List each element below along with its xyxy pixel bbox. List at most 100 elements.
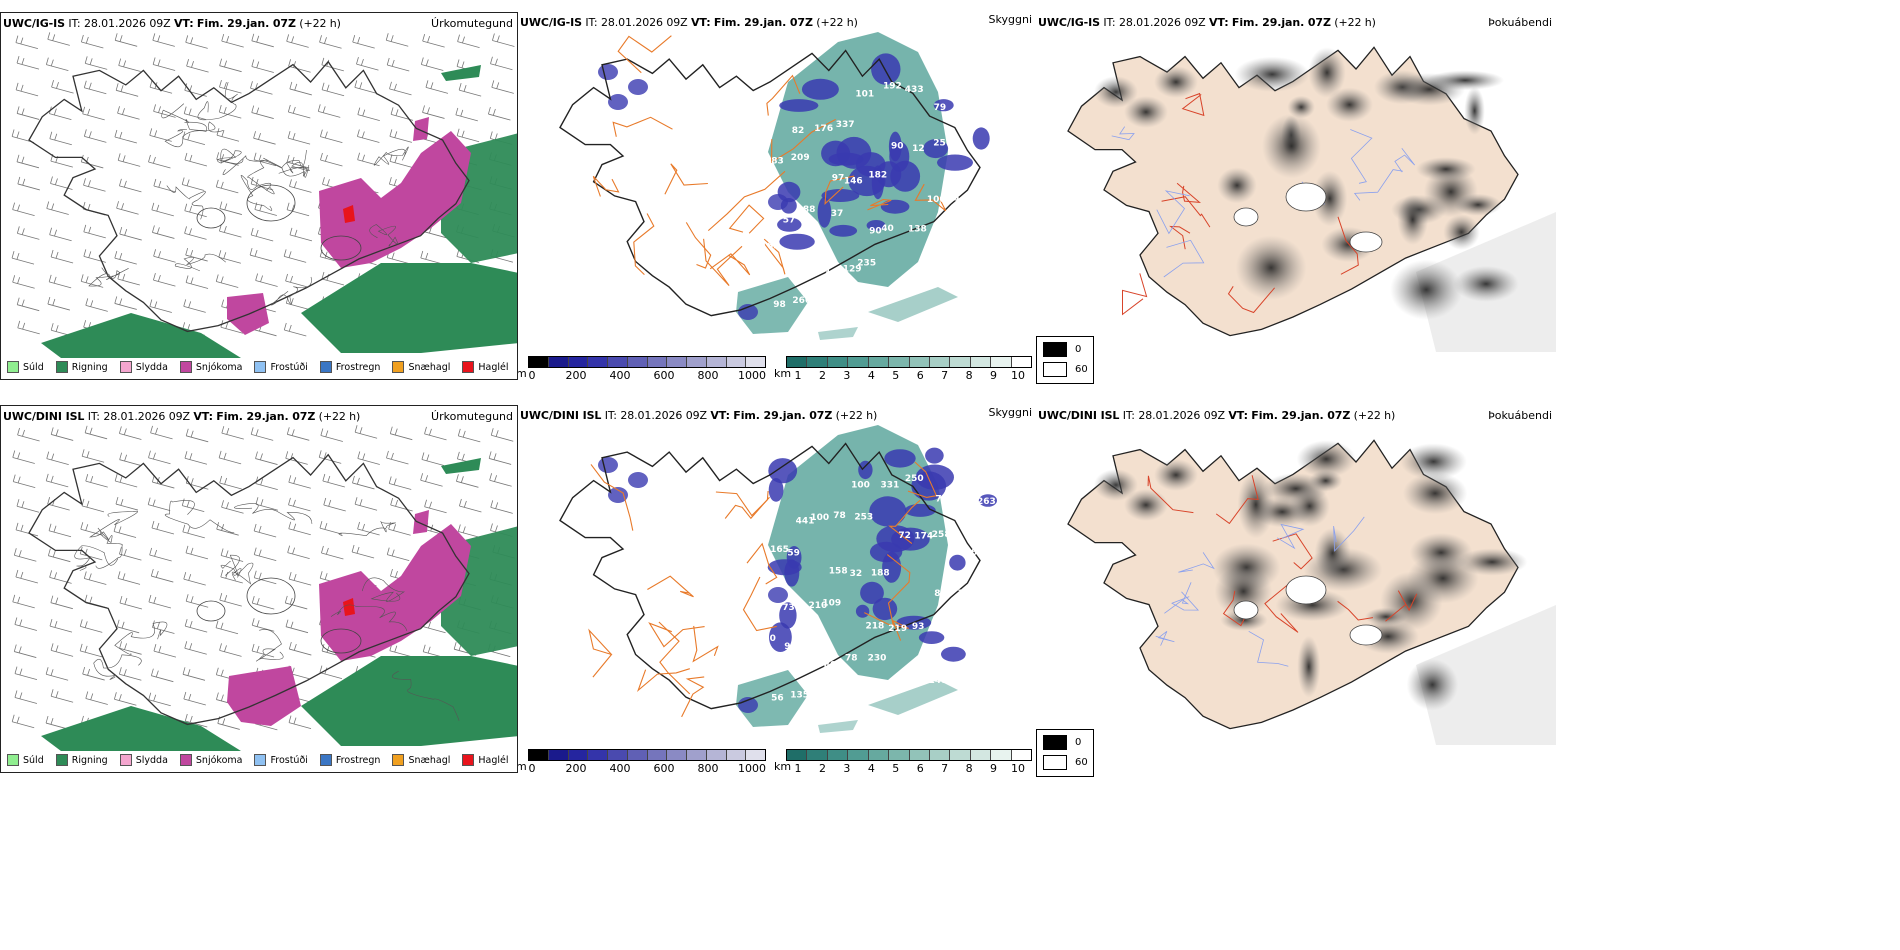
cloud-value-label: 218 xyxy=(866,622,885,632)
precip-legend-item: Snæhagl xyxy=(392,361,450,373)
cloud-value-label: 310 xyxy=(980,102,999,112)
visibility-bar-tick: 8 xyxy=(965,762,973,773)
cloud-base-colorbar: m 0 200 400 600 800 1000 xyxy=(518,356,766,380)
precip-legend-swatch xyxy=(392,754,405,766)
visibility-bar-swatch xyxy=(889,357,910,367)
precip-legend-item: Slydda xyxy=(119,754,168,766)
precip-legend-label: Slydda xyxy=(135,361,168,373)
cloud-base-bar-swatch xyxy=(548,357,569,367)
visibility-bar-swatch xyxy=(909,750,930,760)
visibility-bar-tick: 3 xyxy=(843,369,851,380)
precip-legend-swatch xyxy=(319,754,332,766)
visibility-bar-swatch xyxy=(889,750,910,760)
cloud-value-label: 106 xyxy=(949,277,968,287)
cloud-value-label: 93 xyxy=(912,622,925,632)
panel-title: UWC/DINI ISL IT: 28.01.2026 09Z VT: Fim.… xyxy=(3,410,361,423)
cloud-value-label: 78 xyxy=(833,511,846,521)
visibility-bar-tick: 9 xyxy=(990,369,998,380)
cloud-value-label: 60 xyxy=(755,68,768,78)
cloud-value-label: 10 xyxy=(763,634,776,644)
cloud-value-label: 86 xyxy=(750,459,763,469)
precip-legend-swatch xyxy=(462,361,475,373)
fog-legend-label: 60 xyxy=(1075,757,1088,768)
cloud-value-label: 219 xyxy=(888,624,907,634)
cloud-value-label: 78 xyxy=(845,654,858,664)
precip-legend-swatch xyxy=(254,361,267,373)
cloud-value-label: 73 xyxy=(782,603,795,613)
panel-title: UWC/DINI ISL IT: 28.01.2026 09Z VT: Fim.… xyxy=(520,409,878,422)
panel-title: UWC/IG-IS IT: 28.01.2026 09Z VT: Fim. 29… xyxy=(3,17,341,30)
precip-legend-label: Rigning xyxy=(71,754,108,766)
precip-legend: Súld Rigning Slydda Snjókoma Frostúði Frostre… xyxy=(7,754,509,766)
cloud-value-label: 163 xyxy=(761,242,780,252)
cloud-base-bar-swatch xyxy=(568,357,589,367)
precip-legend-item: Slydda xyxy=(119,361,168,373)
precip-legend-swatch xyxy=(179,361,192,373)
cloud-value-label: 103 xyxy=(971,643,990,653)
cloud-value-label: 331 xyxy=(881,481,900,491)
visibility-bar-tick: 10 xyxy=(1010,369,1025,380)
visibility-bar-swatch xyxy=(848,357,869,367)
precip-legend-item: Frostregn xyxy=(319,754,381,766)
cloud-base-bar-swatch xyxy=(726,750,747,760)
cloud-value-label: 266 xyxy=(792,296,811,306)
precip-legend-label: Frostregn xyxy=(335,361,381,373)
fog-legend: 0 60 xyxy=(1036,336,1094,384)
visibility-bar-swatch xyxy=(991,750,1012,760)
visibility-bar-swatch xyxy=(807,750,828,760)
cloud-value-label: 82 xyxy=(792,126,805,136)
cloud-value-label: 90 xyxy=(891,142,904,152)
precip-legend-swatch xyxy=(462,754,475,766)
cloud-value-label: 60 xyxy=(971,548,984,558)
cloud-value-label: 12 xyxy=(912,144,925,154)
cloud-base-bar-tick: 400 xyxy=(609,369,631,380)
panel-field-name: Úrkomutegund xyxy=(431,410,513,423)
precip-legend-item: Snjókoma xyxy=(179,754,242,766)
cloud-value-label: 301 xyxy=(971,581,990,591)
visibility-bar-swatch xyxy=(787,357,808,367)
cloud-value-label: 97 xyxy=(832,174,845,184)
cloud-base-bar-tick: 1000 xyxy=(737,369,766,380)
fog-legend-label: 0 xyxy=(1075,737,1082,748)
cloud-value-label: 263 xyxy=(977,497,996,507)
precip-legend-label: Frostregn xyxy=(335,754,381,766)
precip-legend-item: Rigning xyxy=(55,754,108,766)
cloud-base-bar-tick: 600 xyxy=(653,762,675,773)
panel-title: UWC/IG-IS IT: 28.01.2026 09Z VT: Fim. 29… xyxy=(1038,16,1376,29)
precip-legend-label: Haglél xyxy=(478,361,509,373)
precip-legend-item: Súld xyxy=(7,361,44,373)
visibility-bar-swatch xyxy=(929,357,951,367)
panel-title: UWC/IG-IS IT: 28.01.2026 09Z VT: Fim. 29… xyxy=(520,16,858,29)
visibility-bar-tick: 4 xyxy=(867,369,875,380)
cloud-map-igis: 60 82 97 90 110 79 79 57 41 101 90 100 102 98 176 146 40… xyxy=(559,32,999,340)
cloud-value-label: 433 xyxy=(905,85,924,95)
fog-panel-dini: UWC/DINI ISL IT: 28.01.2026 09Z VT: Fim.… xyxy=(1036,405,1556,773)
cloud-base-bar-swatch xyxy=(706,750,727,760)
cloud-base-colorbar: m 0 200 400 600 800 1000 xyxy=(518,749,766,773)
cloud-value-label: 72 xyxy=(898,531,911,541)
cloud-base-bar-unit: m xyxy=(518,760,527,773)
cloud-value-label: 209 xyxy=(791,153,810,163)
precip-legend-item: Súld xyxy=(7,754,44,766)
fog-legend-swatch-0 xyxy=(1043,735,1067,750)
cloud-value-label: 235 xyxy=(857,259,876,269)
visibility-bar-swatch xyxy=(848,750,869,760)
cloud-value-label: 250 xyxy=(905,474,924,484)
cloud-value-label: 148 xyxy=(929,676,948,686)
cloud-value-label: 182 xyxy=(868,171,887,181)
cloud-value-label: 100 xyxy=(927,195,946,205)
cloud-value-label: 89 xyxy=(934,589,947,599)
fog-legend-label: 0 xyxy=(1075,344,1082,355)
cloud-value-label: 165 xyxy=(770,545,789,555)
cloud-base-bar-swatch xyxy=(687,750,707,760)
visibility-bar-swatch xyxy=(807,357,828,367)
cloud-value-label: 80 xyxy=(824,661,837,671)
cloud-value-label: 57 xyxy=(783,216,796,226)
precip-legend-label: Haglél xyxy=(478,754,509,766)
cloud-base-bar-unit: m xyxy=(518,367,527,380)
cloud-value-label: 129 xyxy=(843,265,862,275)
cloud-base-bar-swatch xyxy=(647,357,668,367)
cloud-value-label: 88 xyxy=(803,205,816,215)
cloud-value-label: 146 xyxy=(844,177,863,187)
cloud-value-label: 174 xyxy=(914,531,933,541)
